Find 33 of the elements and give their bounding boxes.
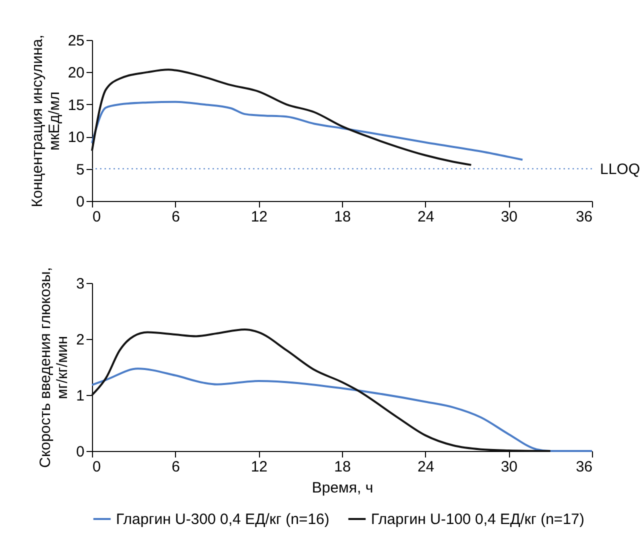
y-tick-label: 3 (76, 276, 84, 292)
y-tick-label: 5 (76, 161, 84, 178)
y-axis-title: Концентрация инсулина, мкЕд/мл (28, 34, 63, 208)
x-tick-label: 30 (500, 458, 518, 476)
y-tick-label: 0 (76, 444, 84, 460)
x-tick-label: 0 (92, 458, 101, 476)
x-tick-label: 12 (250, 458, 268, 476)
legend-label: Гларгин U-100 0,4 ЕД/кг (n=17) (371, 511, 584, 528)
y-tick-label: 10 (68, 129, 84, 146)
y-tick-label: 1 (76, 388, 84, 404)
ref-line-label: LLOQ (600, 160, 640, 178)
x-axis-title: Время, ч (312, 480, 374, 496)
x-tick-label: 18 (334, 458, 351, 476)
x-tick-label: 6 (172, 458, 180, 476)
x-tick-label: 30 (500, 208, 518, 226)
y-tick-label: 0 (76, 194, 84, 210)
line-series (91, 100, 524, 161)
line-series (91, 68, 472, 166)
line-series (91, 328, 552, 452)
x-tick-label: 36 (576, 208, 592, 226)
y-tick-label: 25 (68, 32, 84, 50)
x-tick-label: 36 (576, 458, 592, 476)
x-tick-label: 6 (172, 208, 180, 226)
x-tick-label: 0 (92, 208, 101, 226)
x-tick-label: 12 (250, 208, 268, 226)
y-tick-label: 2 (76, 332, 84, 348)
x-tick-label: 24 (417, 208, 434, 226)
y-tick-label: 15 (68, 96, 84, 114)
y-tick-label: 20 (68, 64, 84, 82)
y-axis-title: Скорость введения глюкозы, мг/кг/мин (37, 267, 72, 468)
x-tick-label: 24 (417, 458, 434, 476)
x-tick-label: 18 (334, 208, 351, 226)
legend-label: Гларгин U-300 0,4 ЕД/кг (n=16) (116, 511, 330, 528)
